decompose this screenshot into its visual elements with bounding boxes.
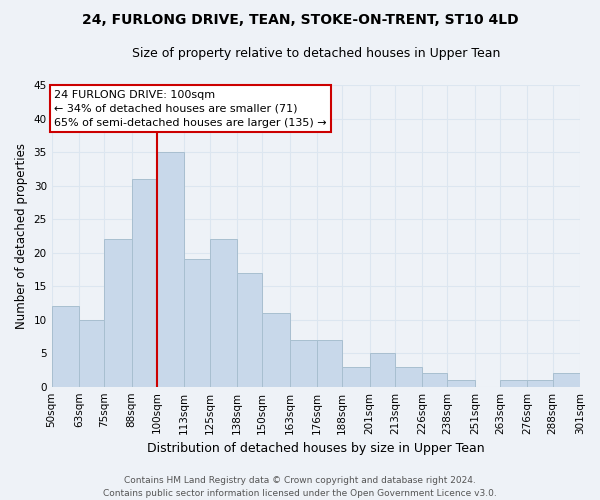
Bar (317, 340, 342, 386)
Text: Contains HM Land Registry data © Crown copyright and database right 2024.
Contai: Contains HM Land Registry data © Crown c… (103, 476, 497, 498)
Bar (157, 152, 184, 386)
Bar (527, 380, 553, 386)
Title: Size of property relative to detached houses in Upper Tean: Size of property relative to detached ho… (131, 48, 500, 60)
Bar (184, 260, 209, 386)
Bar (553, 374, 580, 386)
Bar (131, 179, 157, 386)
Text: 24 FURLONG DRIVE: 100sqm
← 34% of detached houses are smaller (71)
65% of semi-d: 24 FURLONG DRIVE: 100sqm ← 34% of detach… (55, 90, 327, 128)
Text: 24, FURLONG DRIVE, TEAN, STOKE-ON-TRENT, ST10 4LD: 24, FURLONG DRIVE, TEAN, STOKE-ON-TRENT,… (82, 12, 518, 26)
Bar (370, 353, 395, 386)
Bar (290, 340, 317, 386)
Bar (395, 366, 422, 386)
Bar (342, 366, 370, 386)
Bar (237, 273, 262, 386)
Bar (104, 240, 131, 386)
Y-axis label: Number of detached properties: Number of detached properties (15, 143, 28, 329)
Bar (448, 380, 475, 386)
Bar (500, 380, 527, 386)
X-axis label: Distribution of detached houses by size in Upper Tean: Distribution of detached houses by size … (147, 442, 485, 455)
Bar (52, 306, 79, 386)
Bar (422, 374, 448, 386)
Bar (79, 320, 104, 386)
Bar (209, 240, 237, 386)
Bar (262, 313, 290, 386)
